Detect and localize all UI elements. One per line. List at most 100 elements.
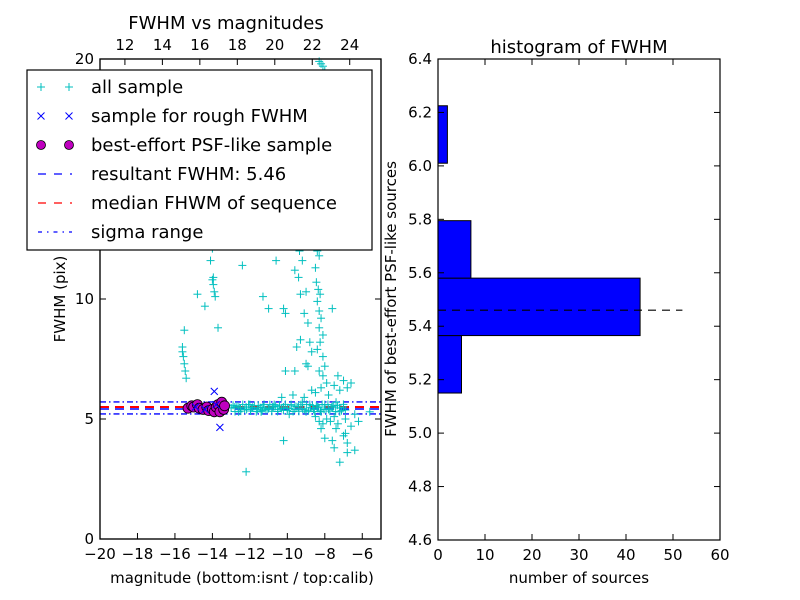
scatter-ylabel: FWHM (pix) — [51, 256, 69, 343]
all-sample-point — [321, 405, 330, 414]
y-tick-label: 6.2 — [408, 103, 432, 121]
x-tick-label: −18 — [122, 545, 154, 563]
x-tick-label: 10 — [475, 546, 494, 564]
x-marker-icon — [65, 112, 73, 120]
scatter-xlabel: magnitude (bottom:isnt / top:calib) — [110, 569, 374, 587]
all-sample-point — [296, 290, 305, 299]
all-sample-point — [324, 391, 333, 399]
histogram-title: histogram of FWHM — [490, 37, 667, 58]
x-tick-label: −12 — [234, 545, 266, 563]
all-sample-point — [347, 379, 356, 387]
all-sample-point — [317, 314, 326, 323]
all-sample-point — [341, 415, 350, 423]
all-sample-point — [271, 402, 280, 411]
all-sample-point — [300, 309, 309, 318]
circle-marker-icon — [64, 140, 74, 150]
all-sample-point — [269, 402, 278, 411]
all-sample-point — [179, 352, 188, 361]
histogram-ylabel: FWHM of best-effort PSF-like sources — [382, 161, 400, 437]
x-tick-label: −20 — [84, 545, 116, 563]
y-tick-label: 4.8 — [408, 478, 432, 496]
all-sample-point — [347, 422, 356, 431]
all-sample-point — [310, 407, 319, 416]
y-tick-label: 5 — [84, 410, 94, 428]
all-sample-point — [294, 273, 303, 282]
all-sample-point — [318, 331, 327, 339]
all-sample-point — [180, 326, 189, 335]
x-tick-label: 60 — [710, 546, 729, 564]
all-sample-point — [298, 404, 307, 413]
all-sample-point — [303, 319, 312, 327]
legend-item: best-effort PSF-like sample — [36, 135, 332, 156]
legend: all sample sample for rough FWHM best-effo… — [26, 69, 373, 251]
all-sample-point — [330, 381, 339, 390]
rough-fwhm-point — [201, 405, 209, 414]
scatter-points — [178, 57, 374, 476]
all-sample-point — [311, 263, 320, 272]
x-marker-icon — [37, 112, 45, 120]
x-tick-label: 30 — [569, 546, 588, 564]
all-sample-point — [313, 297, 322, 306]
y-tick-label: 0 — [84, 530, 94, 548]
y-tick-label: 5.6 — [408, 264, 432, 282]
legend-label: median FHWM of sequence — [91, 193, 337, 214]
all-sample-point — [279, 436, 288, 445]
all-sample-point — [181, 367, 190, 375]
all-sample-point — [313, 345, 322, 354]
all-sample-point — [211, 292, 220, 301]
all-sample-point — [343, 448, 352, 457]
legend-item: all sample — [37, 77, 183, 98]
all-sample-point — [322, 379, 331, 387]
legend-label: sigma range — [91, 222, 203, 243]
all-sample-point — [200, 302, 209, 311]
x-tick-label: −10 — [272, 545, 304, 563]
all-sample-point — [314, 285, 323, 294]
histogram-bar — [437, 277, 641, 337]
y-tick-label: 6.0 — [408, 157, 432, 175]
x-tick-label: −8 — [314, 545, 336, 563]
all-sample-point — [320, 362, 329, 371]
all-sample-point — [328, 304, 337, 313]
all-sample-point — [317, 383, 326, 392]
y-axis-ticks: 4.6 4.8 5.0 5.2 5.4 5.6 5.8 6.0 6.2 6.4 — [408, 50, 720, 549]
y-tick-label: 20 — [75, 50, 94, 68]
histogram-plot: histogram of FWHM 0 10 20 30 40 50 60 4.6 4.8 5.… — [382, 37, 730, 587]
legend-label: best-effort PSF-like sample — [91, 135, 332, 156]
all-sample-point — [238, 261, 247, 270]
legend-item: median FHWM of sequence — [38, 193, 337, 214]
all-sample-point — [214, 323, 223, 332]
all-sample-point — [305, 338, 314, 347]
all-sample-point — [290, 266, 299, 275]
all-sample-point — [350, 446, 359, 455]
circle-marker-icon — [36, 140, 46, 150]
all-sample-point — [315, 323, 324, 332]
histogram-bars — [437, 105, 641, 394]
y-tick-label: 10 — [75, 290, 94, 308]
all-sample-point — [277, 404, 286, 413]
all-sample-point — [296, 335, 305, 344]
all-sample-point — [339, 376, 348, 385]
rough-fwhm-point — [212, 400, 221, 409]
y-tick-label: 4.6 — [408, 531, 432, 549]
top-tick-label: 18 — [228, 36, 247, 54]
all-sample-point — [265, 400, 274, 409]
top-tick-label: 20 — [265, 36, 284, 54]
all-sample-point — [242, 405, 251, 414]
all-sample-point — [258, 292, 267, 301]
all-sample-point — [333, 419, 342, 428]
top-axis-ticks: 12 14 16 18 20 22 24 — [115, 36, 359, 65]
rough-fwhm-point — [191, 403, 200, 411]
best-effort-point — [219, 400, 230, 412]
scatter-title: FWHM vs magnitudes — [128, 13, 323, 34]
all-sample-point — [258, 406, 267, 415]
all-sample-point — [210, 287, 219, 296]
all-sample-point — [300, 405, 309, 414]
top-tick-label: 22 — [303, 36, 322, 54]
legend-item: sigma range — [38, 222, 203, 243]
all-sample-point — [307, 386, 316, 395]
all-sample-point — [312, 278, 321, 287]
x-tick-label: −16 — [159, 545, 191, 563]
histogram-axes-border — [437, 58, 721, 541]
all-sample-point — [180, 359, 189, 368]
all-sample-point — [281, 400, 290, 409]
